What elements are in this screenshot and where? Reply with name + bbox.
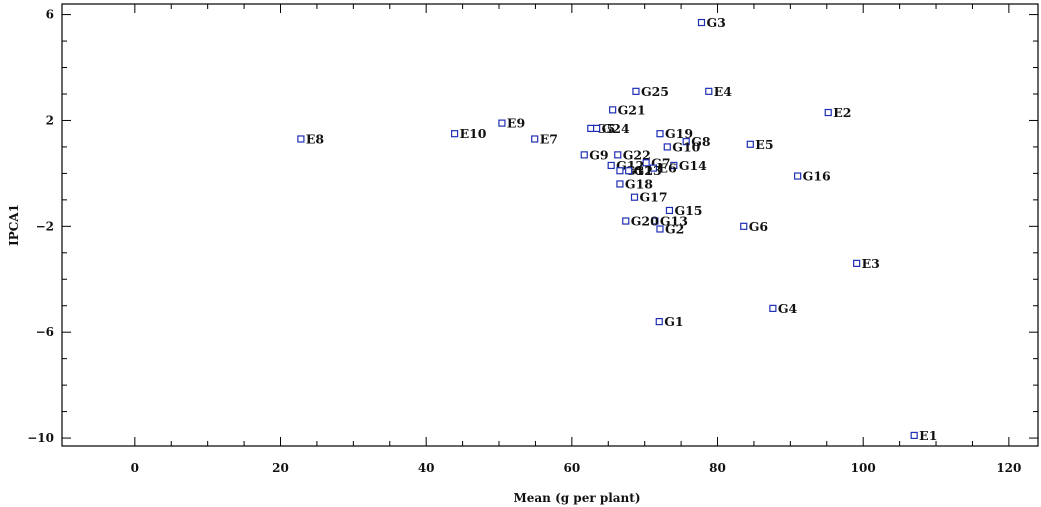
- point-g9: [580, 151, 588, 159]
- point-g22: [614, 151, 622, 159]
- y-tick-label: 2: [46, 113, 54, 127]
- point-label-g25: G25: [641, 84, 669, 99]
- y-tick-label: 6: [46, 8, 54, 22]
- point-e8: [297, 135, 305, 143]
- point-g18: [616, 180, 624, 188]
- point-g4: [769, 304, 777, 312]
- y-tick-label: −6: [36, 325, 54, 339]
- y-tick-label: −2: [36, 219, 54, 233]
- point-label-e9: E9: [507, 116, 525, 131]
- point-e5: [746, 140, 754, 148]
- point-g20: [622, 217, 630, 225]
- point-g21: [609, 106, 617, 114]
- point-label-e10: E10: [460, 126, 487, 141]
- point-g15: [665, 206, 674, 215]
- point-label-g9: G9: [589, 147, 608, 162]
- x-tick-label: 20: [272, 461, 289, 475]
- point-label-g24: G24: [602, 121, 630, 136]
- point-label-g3: G3: [706, 15, 725, 30]
- x-axis: 0 20 40 60 80 100 120: [131, 4, 1021, 475]
- point-label-g16: G16: [803, 169, 831, 184]
- point-g25: [632, 87, 640, 95]
- x-tick-label: 60: [563, 461, 580, 475]
- point-g14: [670, 161, 678, 170]
- point-label-g21: G21: [618, 102, 646, 117]
- point-label-g5: G5: [596, 121, 615, 136]
- x-tick-label: 100: [851, 461, 876, 475]
- point-e3: [853, 259, 861, 267]
- point-g19: [656, 130, 664, 138]
- point-e2: [824, 108, 832, 117]
- point-e7: [531, 135, 539, 143]
- point-e9: [498, 119, 506, 127]
- x-tick-label: 0: [131, 461, 139, 475]
- point-e6: [649, 164, 658, 172]
- x-tick-label: 80: [709, 461, 726, 475]
- point-e1: [910, 431, 918, 440]
- x-tick-label: 120: [996, 461, 1021, 475]
- point-g13: [651, 217, 659, 225]
- point-e4: [705, 87, 713, 95]
- point-label-e3: E3: [862, 256, 880, 271]
- y-axis: −10 −6 −2 2 6: [27, 8, 1038, 445]
- point-label-e7: E7: [540, 131, 558, 146]
- point-label-g8: G8: [691, 134, 711, 149]
- point-label-g23: G23: [634, 163, 662, 178]
- point-label-e1: E1: [919, 428, 937, 443]
- point-g24: [593, 124, 601, 132]
- point-label-g1: G1: [664, 314, 683, 329]
- point-label-g14: G14: [679, 158, 707, 173]
- x-tick-label: 40: [418, 461, 435, 475]
- point-label-g13: G13: [660, 214, 688, 229]
- point-label-g4: G4: [778, 301, 798, 316]
- point-label-e2: E2: [833, 105, 851, 120]
- point-g23: [625, 167, 633, 175]
- plot-frame: [61, 3, 1039, 447]
- x-axis-title: Mean (g per plant): [513, 491, 640, 505]
- point-g16: [794, 172, 802, 180]
- point-label-g19: G19: [665, 126, 693, 141]
- point-g1: [655, 318, 663, 326]
- point-label-e8: E8: [306, 131, 325, 146]
- point-g17: [630, 193, 639, 201]
- point-e10: [450, 130, 459, 138]
- point-label-g11: G11: [625, 163, 653, 178]
- point-g5: [587, 124, 595, 132]
- point-label-g17: G17: [639, 190, 667, 205]
- point-label-g10: G10: [672, 139, 700, 154]
- point-label-e5: E5: [755, 137, 773, 152]
- point-label-g6: G6: [749, 219, 769, 234]
- point-g12: [607, 161, 615, 170]
- point-label-g22: G22: [623, 147, 651, 162]
- point-g6: [740, 222, 748, 230]
- point-label-g2: G2: [665, 221, 684, 236]
- point-g3: [697, 18, 706, 27]
- point-g8: [682, 138, 690, 146]
- point-label-e4: E4: [714, 84, 733, 99]
- point-g7: [642, 159, 650, 167]
- point-label-g20: G20: [631, 214, 659, 229]
- y-tick-label: −10: [27, 431, 54, 445]
- point-label-e6: E6: [658, 161, 677, 176]
- point-label-g15: G15: [674, 203, 702, 218]
- point-label-g18: G18: [625, 176, 653, 191]
- point-g11: [616, 167, 624, 175]
- point-g2: [656, 225, 664, 233]
- y-axis-title: IPCA1: [7, 204, 21, 246]
- point-g10: [663, 143, 671, 151]
